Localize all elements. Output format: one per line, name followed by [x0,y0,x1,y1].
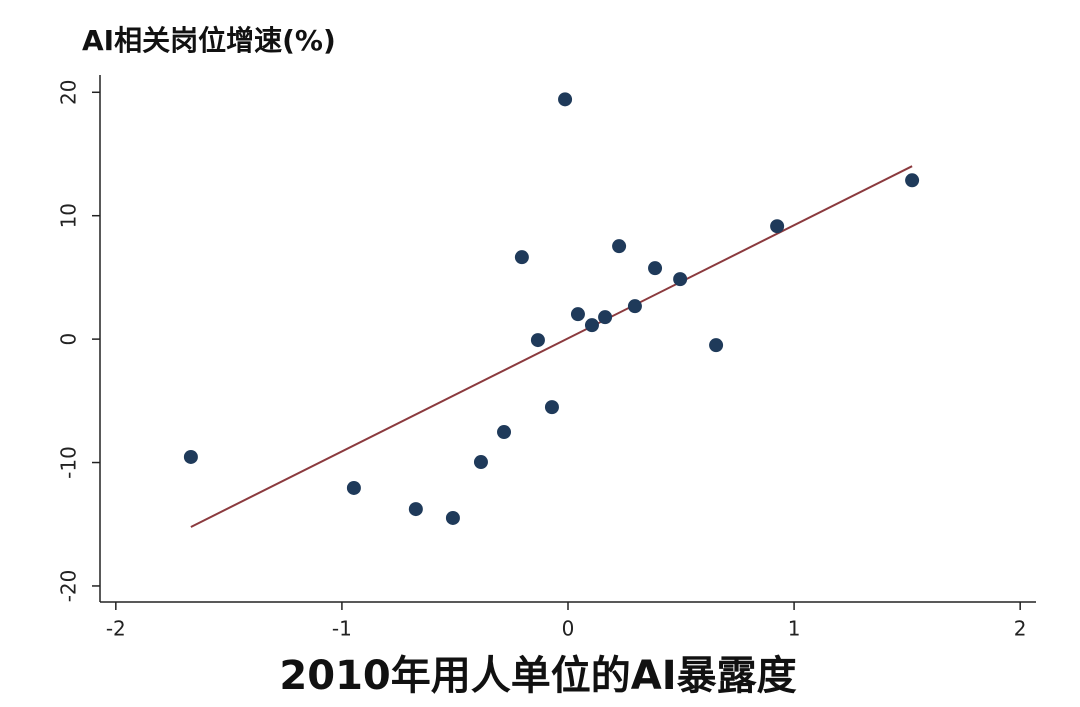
point [544,400,559,415]
point [558,92,573,107]
y-tick-label: -20 [57,570,81,603]
y-tick-label: 0 [57,333,81,346]
x-axis-label: 2010年用人单位的AI暴露度 [279,653,796,699]
point [627,299,642,314]
point [514,250,529,265]
fit-line [190,165,913,528]
point [673,272,688,287]
point [709,338,724,353]
y-tick-label: 10 [57,203,81,228]
point [570,307,585,322]
x-tick-label: 0 [562,617,575,641]
point [648,261,663,276]
point [612,239,627,254]
point [598,310,613,325]
point [473,455,488,470]
point [346,480,361,495]
y-tick-label: -10 [57,446,81,479]
point [905,173,920,188]
point [530,333,545,348]
point [584,318,599,333]
x-tick-label: -2 [106,617,126,641]
point [445,510,460,525]
x-tick-label: 2 [1014,617,1027,641]
y-tick-label: 20 [57,80,81,105]
point [770,219,785,234]
point [408,502,423,517]
x-tick-label: 1 [788,617,801,641]
point [183,449,198,464]
chart-title: AI相关岗位增速(%) [82,24,336,57]
point [497,425,512,440]
x-tick-label: -1 [332,617,352,641]
